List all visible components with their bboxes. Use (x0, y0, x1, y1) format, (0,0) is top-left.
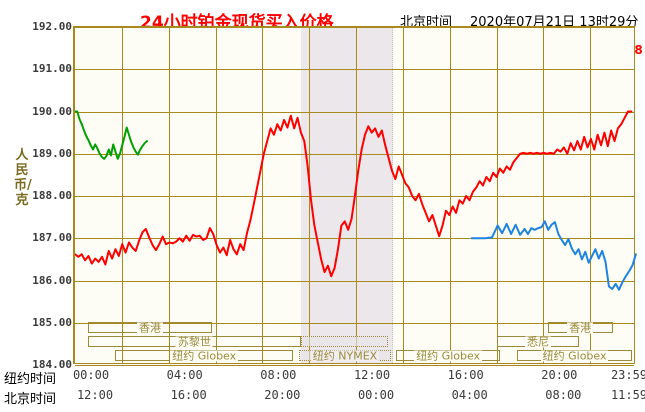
grid-line-vertical (496, 27, 498, 363)
grid-line-vertical (121, 27, 123, 363)
x-axis-tick-beijing: 12:00 (76, 388, 114, 402)
grid-line-horizontal (75, 69, 634, 71)
x-axis-tick-beijing: 00:00 (357, 388, 395, 402)
y-axis-tick-label: 190.00 (32, 104, 72, 118)
session-bar (300, 336, 388, 347)
session-bar: 纽约 Globex (115, 349, 294, 362)
session-label: 香港 (567, 321, 594, 334)
session-row: 苏黎世 悉尼 (73, 334, 635, 348)
x-axis-tick-beijing: 20:00 (264, 388, 301, 402)
session-bar: 苏黎世 (88, 335, 301, 348)
y-axis-tick-label: 186.00 (32, 273, 72, 287)
grid-line-horizontal (75, 322, 634, 324)
grid-line-horizontal (75, 153, 634, 155)
grid-line-horizontal (75, 365, 634, 366)
x-axis-tick-beijing: 16:00 (170, 388, 207, 402)
price-series-svg (75, 110, 637, 291)
session-label: 香港 (136, 321, 163, 334)
x-axis-tick-ny: 00:00 (72, 368, 110, 382)
x-axis-row2-title: 北京时间 (4, 392, 57, 407)
y-axis-tick-label: 187.00 (32, 231, 72, 245)
session-label: 悉尼 (525, 335, 552, 348)
grid-line-vertical (215, 27, 217, 363)
y-axis-tick-label: 191.00 (32, 62, 72, 76)
grid-line-vertical (168, 27, 170, 363)
grid-line-vertical (402, 27, 404, 363)
grid-line-horizontal (75, 280, 634, 282)
grid-line-vertical (449, 27, 451, 363)
session-label: 纽约 Globex (170, 349, 239, 362)
session-bar: 香港 (547, 321, 613, 334)
price-line-07月19日 (470, 220, 637, 291)
x-axis-row1-title: 纽约时间 (4, 372, 57, 387)
x-axis-tick-beijing: 11:59 (610, 388, 645, 402)
x-axis-tick-ny: 20:00 (541, 368, 578, 382)
price-line-07月21日 (75, 110, 148, 160)
price-line-07月20日 (75, 110, 633, 278)
y-axis-ticks: 192.00 191.00 190.00 189.00 188.00 187.00 186.… (8, 0, 72, 412)
session-row: 纽约 Globex 纽约 NYMEX 纽约 Globex 纽约 Globex (73, 348, 635, 362)
x-axis-tick-ny: 08:00 (260, 368, 297, 382)
y-axis-title: 人民币/克 (14, 148, 32, 208)
grid-line-vertical (543, 27, 545, 363)
grid-line-vertical (262, 27, 264, 363)
grid-line-horizontal (75, 27, 634, 28)
x-axis-tick-ny: 16:00 (447, 368, 484, 382)
grid-line-horizontal (75, 238, 634, 240)
session-bar: 香港 (88, 322, 212, 333)
y-axis-tick-label: 188.00 (32, 189, 72, 202)
session-row: 香港 香港 (73, 320, 635, 334)
session-bar: 悉尼 (497, 335, 579, 348)
grid-line-vertical (356, 27, 357, 363)
y-axis-tick-label: 189.00 (32, 146, 72, 160)
session-label: 纽约 Globex (414, 349, 483, 362)
x-axis-labels: 纽约时间 北京时间 00:00 12:00 04:00 16:00 08:00 20:00… (0, 366, 645, 412)
session-bar: 纽约 Globex (396, 349, 501, 362)
session-bar: 纽约 Globex (516, 349, 633, 362)
x-axis-tick-ny: 04:00 (166, 368, 203, 382)
session-label: 苏黎世 (175, 335, 213, 348)
grid-line-horizontal (75, 111, 634, 113)
session-label: 纽约 NYMEX (310, 349, 380, 362)
plot-area (73, 26, 637, 366)
x-axis-tick-beijing: 04:00 (451, 388, 488, 402)
y-axis-tick-label: 192.00 (32, 20, 72, 33)
grid-line-vertical (590, 27, 592, 363)
x-axis-tick-beijing: 08:00 (545, 388, 582, 402)
session-label: 纽约 Globex (540, 349, 609, 362)
x-axis-tick-ny: 23:59 (610, 368, 645, 382)
x-axis-tick-ny: 12:00 (353, 368, 391, 382)
y-axis-tick-label: 185.00 (32, 315, 72, 329)
y-axis-tick-label: 184.00 (32, 358, 72, 371)
nymex-shaded-band (301, 27, 393, 363)
session-bar: 纽约 NYMEX (299, 349, 391, 362)
market-session-bars: 香港 香港 苏黎世 悉尼 纽约 Globex 纽约 NYMEX 纽约 Globex 纽约 Gl… (73, 320, 635, 364)
